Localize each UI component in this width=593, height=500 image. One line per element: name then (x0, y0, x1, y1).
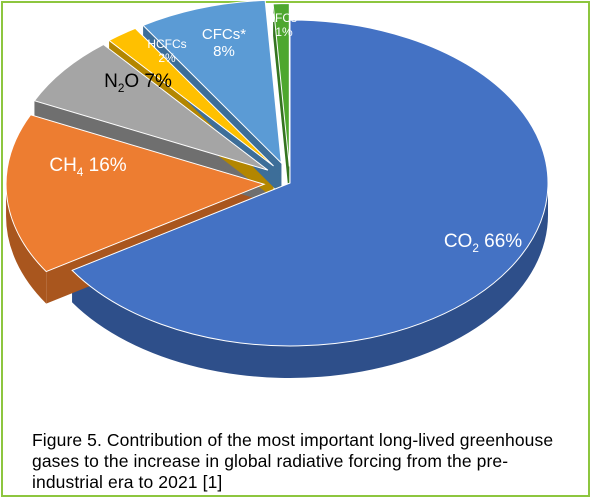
figure-caption: Figure 5. Contribution of the most impor… (32, 430, 554, 492)
slice-label-subscript: 4 (77, 166, 84, 179)
slice-hfcs (272, 3, 290, 167)
slice-label-ch4: CH4 16% (49, 155, 126, 179)
slice-label-hcfcs: HCFCs 2% (147, 37, 186, 65)
slice-label-hfcs: HFCs* 1% (266, 11, 302, 39)
slice-label-pct: 16% (83, 155, 126, 176)
slice-label-name: CH (49, 155, 76, 176)
slice-label-n2o: N2O 7% (104, 71, 172, 95)
slice-n2o (33, 43, 269, 171)
slice-label-pct: 66% (479, 231, 522, 252)
slice-label-cfcs: CFCs* 8% (202, 26, 246, 60)
slice-label-subscript: 2 (118, 82, 125, 95)
slice-outer-wall (72, 183, 549, 378)
slice-label-co2: CO2 66% (444, 231, 522, 255)
slice-label-pct: 8% (213, 43, 235, 60)
slice-label-pct: 1% (275, 25, 293, 39)
slice-label-name: CFCs* (202, 26, 246, 43)
slice-label-subscript: 2 (472, 242, 479, 255)
slice-label-pct: 2% (158, 51, 176, 65)
slice-ch4 (5, 114, 266, 273)
pie-chart: CO2 66%CH4 16%N2O 7%HCFCs 2%CFCs* 8%HFCs* 1… (5, 0, 549, 378)
slice-cfcs (142, 0, 282, 165)
slice-co2 (71, 19, 549, 347)
slice-label-pct: O 7% (124, 71, 172, 92)
pie-labels: CO2 66%CH4 16%N2O 7%HCFCs 2%CFCs* 8%HFCs* 1… (49, 11, 522, 255)
pie-tops (5, 0, 549, 347)
slice-outer-wall (6, 184, 47, 304)
slice-hcfcs (108, 27, 274, 167)
slice-label-name: HFCs* (266, 11, 302, 25)
slice-label-name: CO (444, 231, 473, 252)
slice-cut-face (273, 3, 290, 199)
slice-side-hfcs (273, 3, 290, 199)
slice-label-name: N (104, 71, 118, 92)
slice-label-name: HCFCs (147, 37, 186, 51)
